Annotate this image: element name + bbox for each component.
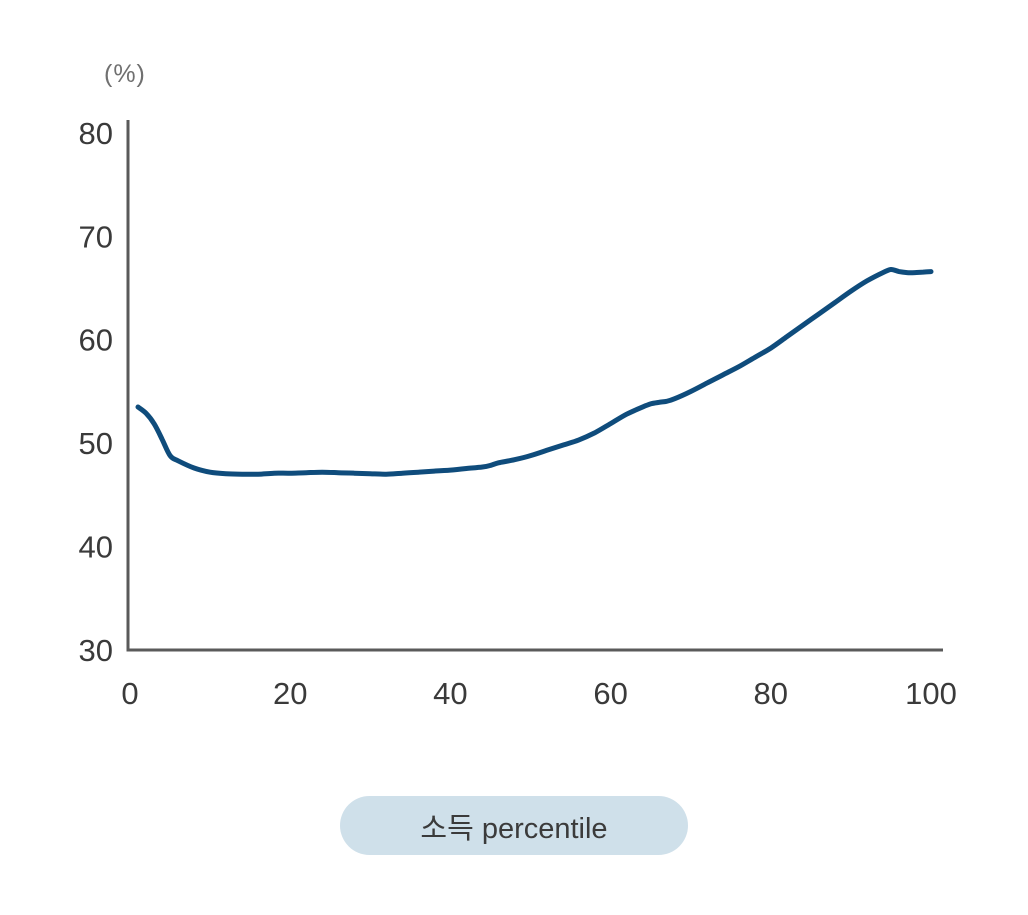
x-tick-label: 100 xyxy=(905,676,957,711)
y-tick-label: 60 xyxy=(79,323,113,358)
x-tick-label: 80 xyxy=(754,676,788,711)
y-axis-unit-label: (%) xyxy=(104,60,146,88)
y-tick-label: 50 xyxy=(79,426,113,461)
y-tick-label: 30 xyxy=(79,633,113,668)
x-tick-label: 60 xyxy=(593,676,627,711)
x-tick-label: 40 xyxy=(433,676,467,711)
y-tick-label: 40 xyxy=(79,529,113,564)
y-tick-label: 70 xyxy=(79,219,113,254)
x-tick-label: 20 xyxy=(273,676,307,711)
x-axis-title-badge: 소득 percentile xyxy=(340,796,688,855)
y-tick-label: 80 xyxy=(79,116,113,151)
x-tick-label: 0 xyxy=(121,676,138,711)
axis-lines xyxy=(126,120,943,652)
data-line-series xyxy=(135,266,934,477)
